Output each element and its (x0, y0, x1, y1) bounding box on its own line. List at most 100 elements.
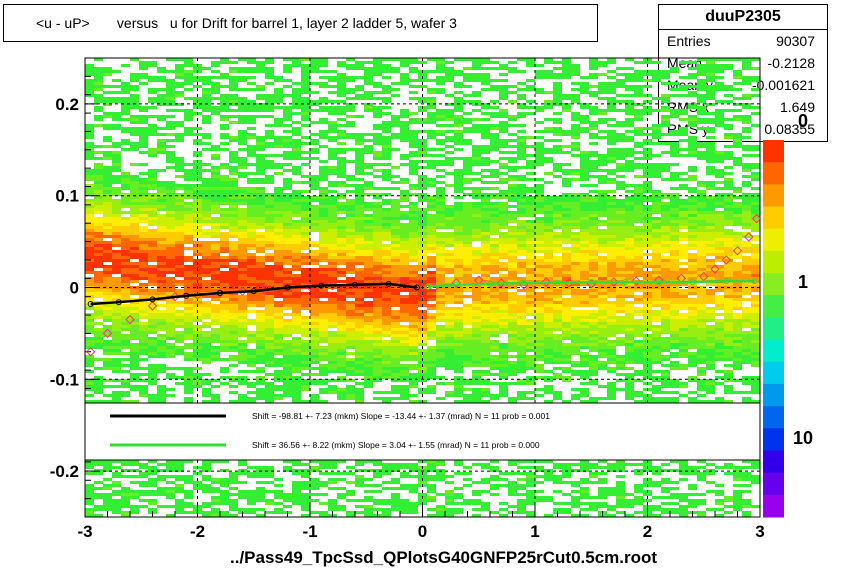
heatmap-cell (310, 187, 319, 190)
heatmap-cell (310, 292, 319, 295)
heatmap-cell (148, 310, 157, 313)
heatmap-cell (166, 211, 175, 214)
heatmap-cell (715, 277, 724, 280)
heatmap-cell (148, 292, 157, 295)
heatmap-cell (112, 193, 121, 196)
heatmap-cell (472, 178, 481, 181)
heatmap-cell (85, 283, 94, 286)
heatmap-cell (409, 283, 418, 286)
heatmap-cell (391, 319, 400, 322)
heatmap-cell (292, 295, 301, 298)
heatmap-cell (139, 121, 148, 124)
heatmap-cell (121, 271, 130, 274)
heatmap-cell (670, 250, 679, 253)
heatmap-cell (616, 289, 625, 292)
heatmap-cell (427, 316, 436, 319)
heatmap-cell (454, 325, 463, 328)
heatmap-cell (508, 214, 517, 217)
heatmap-cell (436, 292, 445, 295)
heatmap-cell (130, 118, 139, 121)
heatmap-cell (274, 310, 283, 313)
heatmap-cell (310, 259, 319, 262)
heatmap-cell (553, 100, 562, 103)
heatmap-cell (472, 148, 481, 151)
heatmap-cell (715, 160, 724, 163)
heatmap-cell (490, 145, 499, 148)
heatmap-cell (526, 196, 535, 199)
heatmap-cell (454, 172, 463, 175)
heatmap-cell (643, 241, 652, 244)
heatmap-cell (112, 226, 121, 229)
heatmap-cell (463, 286, 472, 289)
heatmap-cell (256, 97, 265, 100)
heatmap-cell (517, 316, 526, 319)
heatmap-cell (616, 157, 625, 160)
heatmap-cell (346, 205, 355, 208)
heatmap-cell (607, 313, 616, 316)
heatmap-cell (589, 235, 598, 238)
heatmap-cell (400, 82, 409, 85)
heatmap-cell (310, 58, 319, 61)
heatmap-cell (382, 262, 391, 265)
heatmap-cell (184, 301, 193, 304)
heatmap-cell (625, 121, 634, 124)
heatmap-cell (94, 307, 103, 310)
heatmap-cell (751, 106, 760, 109)
heatmap-cell (607, 235, 616, 238)
heatmap-cell (472, 322, 481, 325)
heatmap-cell (562, 178, 571, 181)
heatmap-cell (238, 175, 247, 178)
heatmap-cell (742, 214, 751, 217)
heatmap-cell (373, 214, 382, 217)
heatmap-cell (607, 205, 616, 208)
heatmap-cell (94, 223, 103, 226)
heatmap-cell (283, 259, 292, 262)
heatmap-cell (310, 70, 319, 73)
heatmap-cell (274, 220, 283, 223)
heatmap-cell (652, 193, 661, 196)
heatmap-cell (742, 205, 751, 208)
heatmap-cell (670, 298, 679, 301)
heatmap-cell (94, 241, 103, 244)
heatmap-cell (517, 238, 526, 241)
heatmap-cell (355, 187, 364, 190)
heatmap-cell (643, 295, 652, 298)
heatmap-cell (148, 211, 157, 214)
heatmap-cell (418, 145, 427, 148)
heatmap-cell (445, 217, 454, 220)
heatmap-cell (157, 253, 166, 256)
heatmap-cell (535, 235, 544, 238)
heatmap-cell (193, 307, 202, 310)
heatmap-cell (688, 136, 697, 139)
heatmap-cell (310, 82, 319, 85)
heatmap-cell (103, 223, 112, 226)
heatmap-cell (157, 280, 166, 283)
heatmap-cell (517, 223, 526, 226)
heatmap-cell (553, 151, 562, 154)
heatmap-cell (346, 184, 355, 187)
heatmap-cell (130, 133, 139, 136)
heatmap-cell (247, 259, 256, 262)
heatmap-cell (319, 268, 328, 271)
heatmap-cell (211, 175, 220, 178)
heatmap-cell (697, 286, 706, 289)
heatmap-cell (283, 241, 292, 244)
heatmap-cell (508, 100, 517, 103)
heatmap-cell (364, 319, 373, 322)
heatmap-cell (706, 226, 715, 229)
heatmap-cell (364, 202, 373, 205)
heatmap-cell (247, 211, 256, 214)
heatmap-cell (400, 199, 409, 202)
heatmap-cell (382, 202, 391, 205)
heatmap-cell (202, 187, 211, 190)
heatmap-cell (364, 271, 373, 274)
heatmap-cell (211, 190, 220, 193)
heatmap-cell (625, 253, 634, 256)
heatmap-cell (427, 214, 436, 217)
heatmap-cell (643, 265, 652, 268)
heatmap-cell (229, 310, 238, 313)
heatmap-cell (436, 316, 445, 319)
heatmap-cell (274, 202, 283, 205)
heatmap-cell (301, 259, 310, 262)
heatmap-cell (256, 283, 265, 286)
